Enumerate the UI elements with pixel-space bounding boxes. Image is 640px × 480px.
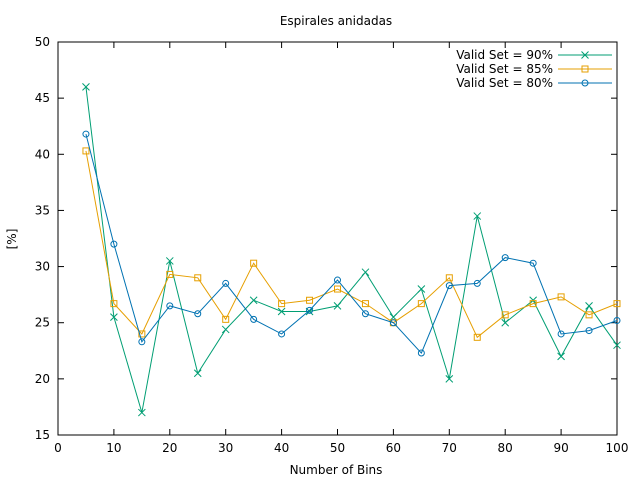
- data-point-circle-marker: [389, 319, 397, 327]
- data-point-circle-marker: [613, 316, 621, 324]
- y-tick-label: 15: [35, 428, 50, 442]
- data-point-square-marker: [445, 274, 453, 282]
- chart-title: Espirales anidadas: [280, 14, 392, 28]
- legend-entry: Valid Set = 80%: [456, 76, 612, 90]
- data-point-x-marker: [333, 302, 342, 310]
- legend-entry: Valid Set = 85%: [456, 62, 612, 76]
- data-point-square-marker: [501, 311, 509, 319]
- series-line: [85, 86, 618, 413]
- data-point-circle-marker: [557, 330, 565, 338]
- data-point-square-marker: [278, 300, 286, 308]
- data-point-circle-marker: [473, 279, 481, 287]
- data-point-circle-marker: [166, 302, 174, 310]
- data-point-circle-marker: [82, 130, 90, 138]
- legend-entry: Valid Set = 90%: [456, 48, 612, 62]
- y-tick-label: 20: [35, 372, 50, 386]
- data-point-circle-marker: [529, 259, 537, 267]
- x-tick-label: 0: [54, 441, 62, 455]
- y-tick-label: 25: [35, 316, 50, 330]
- data-point-circle-marker: [306, 306, 314, 314]
- data-point-square-marker: [138, 330, 146, 338]
- x-tick-label: 10: [106, 441, 121, 455]
- data-point-square-marker: [585, 311, 593, 319]
- y-tick-label: 45: [35, 91, 50, 105]
- x-tick-label: 20: [162, 441, 177, 455]
- data-point-x-marker: [613, 341, 621, 350]
- y-tick-label: 40: [35, 147, 50, 161]
- y-axis-label: [%]: [5, 229, 19, 250]
- data-point-x-marker: [193, 369, 202, 378]
- data-point-square-marker: [306, 296, 314, 304]
- data-point-circle-marker: [194, 310, 202, 318]
- series-0: [82, 83, 621, 417]
- x-tick-label: 60: [386, 441, 401, 455]
- data-point-square-marker: [613, 300, 621, 308]
- data-point-circle-marker: [501, 254, 509, 262]
- data-point-x-marker: [165, 257, 174, 265]
- data-point-square-marker: [473, 333, 481, 341]
- data-point-x-marker: [249, 296, 258, 305]
- y-tick-label: 50: [35, 35, 50, 49]
- data-point-square-marker: [82, 147, 90, 155]
- data-point-square-marker: [417, 300, 425, 308]
- data-point-circle-marker: [250, 315, 258, 323]
- y-tick-label: 35: [35, 203, 50, 217]
- data-point-x-marker: [82, 83, 90, 91]
- x-tick-label: 90: [553, 441, 568, 455]
- data-point-circle-marker: [110, 240, 118, 248]
- x-tick-label: 50: [330, 441, 345, 455]
- data-point-circle-marker: [138, 338, 146, 346]
- data-point-square-marker: [166, 270, 174, 278]
- data-point-circle-marker: [361, 310, 369, 318]
- data-point-x-marker: [557, 352, 565, 361]
- x-tick-label: 30: [218, 441, 233, 455]
- series-1: [82, 147, 621, 341]
- data-point-x-marker: [585, 302, 593, 310]
- data-point-circle-marker: [445, 282, 453, 290]
- legend-label: Valid Set = 80%: [456, 76, 553, 90]
- plot-frame: [57, 41, 618, 436]
- legend-label: Valid Set = 85%: [456, 62, 553, 76]
- series-2: [82, 130, 621, 357]
- data-point-square-marker: [250, 259, 258, 267]
- data-point-x-marker: [110, 313, 118, 321]
- data-point-x-marker: [277, 307, 286, 316]
- data-point-circle-marker: [585, 327, 593, 335]
- data-point-circle-marker: [222, 279, 230, 287]
- data-point-x-marker: [361, 268, 370, 277]
- x-axis-label: Number of Bins: [290, 463, 383, 477]
- data-point-x-marker: [445, 375, 454, 383]
- data-point-x-marker: [581, 51, 589, 59]
- series-line: [85, 133, 618, 354]
- data-point-square-marker: [529, 300, 537, 308]
- data-point-x-marker: [417, 285, 426, 293]
- data-point-square-marker: [581, 65, 589, 73]
- data-point-circle-marker: [278, 330, 286, 338]
- data-point-square-marker: [334, 285, 341, 293]
- data-point-circle-marker: [581, 79, 589, 87]
- data-point-x-marker: [501, 318, 510, 327]
- data-point-x-marker: [221, 325, 230, 334]
- x-tick-label: 40: [274, 441, 289, 455]
- data-point-x-marker: [473, 212, 482, 220]
- x-tick-label: 100: [606, 441, 629, 455]
- data-point-square-marker: [222, 315, 230, 323]
- data-point-square-marker: [557, 293, 565, 301]
- data-point-circle-marker: [334, 276, 341, 284]
- data-point-square-marker: [110, 300, 118, 308]
- x-tick-label: 80: [498, 441, 513, 455]
- data-point-x-marker: [137, 408, 146, 417]
- data-point-circle-marker: [417, 349, 425, 357]
- x-tick-label: 70: [442, 441, 457, 455]
- data-point-square-marker: [361, 300, 369, 308]
- legend-label: Valid Set = 90%: [456, 48, 553, 62]
- y-tick-label: 30: [35, 260, 50, 274]
- data-point-square-marker: [194, 274, 202, 282]
